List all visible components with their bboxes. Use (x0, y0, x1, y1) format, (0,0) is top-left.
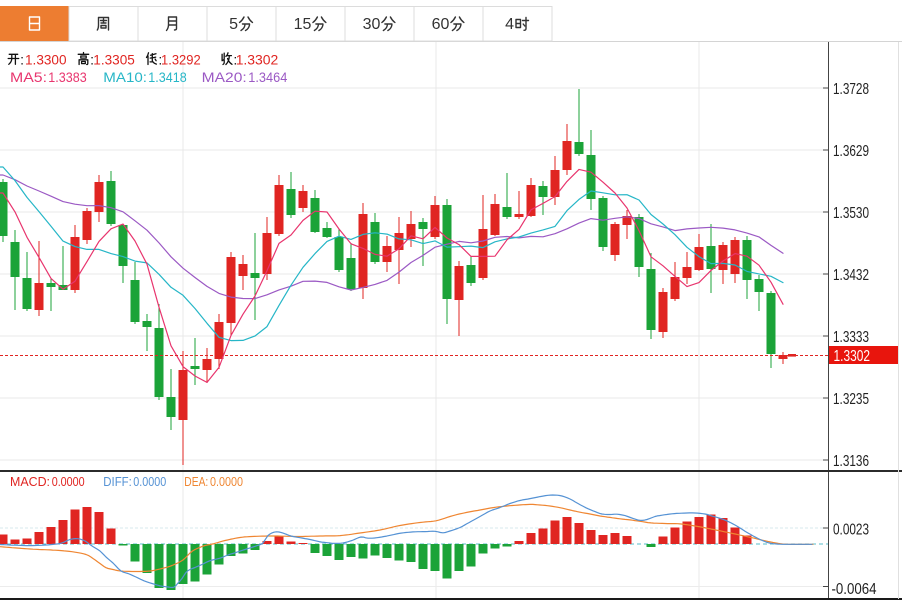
svg-text:0.0000: 0.0000 (133, 475, 166, 489)
svg-text::: : (90, 52, 94, 68)
svg-text:1.3302: 1.3302 (236, 52, 279, 68)
svg-text:1.3300: 1.3300 (25, 52, 67, 68)
svg-text:MA10:: MA10: (103, 69, 147, 85)
svg-text:30: 30 (363, 16, 381, 33)
svg-text::: : (158, 52, 162, 68)
svg-text:1.3302: 1.3302 (834, 348, 871, 365)
svg-text:1.3464: 1.3464 (248, 69, 287, 85)
svg-text:0.0000: 0.0000 (52, 475, 85, 489)
svg-text:1.3629: 1.3629 (833, 143, 869, 160)
svg-text:0.0000: 0.0000 (210, 475, 243, 489)
svg-text:1.3305: 1.3305 (93, 52, 135, 68)
svg-text:1.3292: 1.3292 (161, 52, 201, 68)
svg-text:1.3530: 1.3530 (833, 205, 869, 222)
svg-text::: : (20, 52, 24, 68)
svg-text:MACD:: MACD: (10, 475, 50, 489)
svg-text:5: 5 (229, 16, 238, 33)
svg-text:1.3728: 1.3728 (833, 81, 869, 98)
svg-text:DIFF:: DIFF: (103, 475, 132, 489)
svg-text:1.3136: 1.3136 (833, 453, 869, 470)
svg-text:1.3235: 1.3235 (833, 391, 869, 408)
svg-text:DEA:: DEA: (184, 475, 208, 489)
svg-text:1.3418: 1.3418 (148, 69, 187, 85)
svg-text:60: 60 (432, 16, 450, 33)
svg-text:0.0023: 0.0023 (833, 522, 869, 539)
svg-text:4: 4 (505, 16, 514, 33)
svg-text:-0.0064: -0.0064 (832, 581, 877, 598)
svg-text:15: 15 (294, 16, 312, 33)
svg-text:MA5:: MA5: (10, 69, 47, 85)
svg-text:1.3432: 1.3432 (833, 267, 869, 284)
svg-text:1.3383: 1.3383 (48, 69, 87, 85)
svg-text:MA20:: MA20: (202, 69, 247, 85)
svg-text::: : (233, 52, 237, 68)
svg-text:1.3333: 1.3333 (833, 329, 869, 346)
